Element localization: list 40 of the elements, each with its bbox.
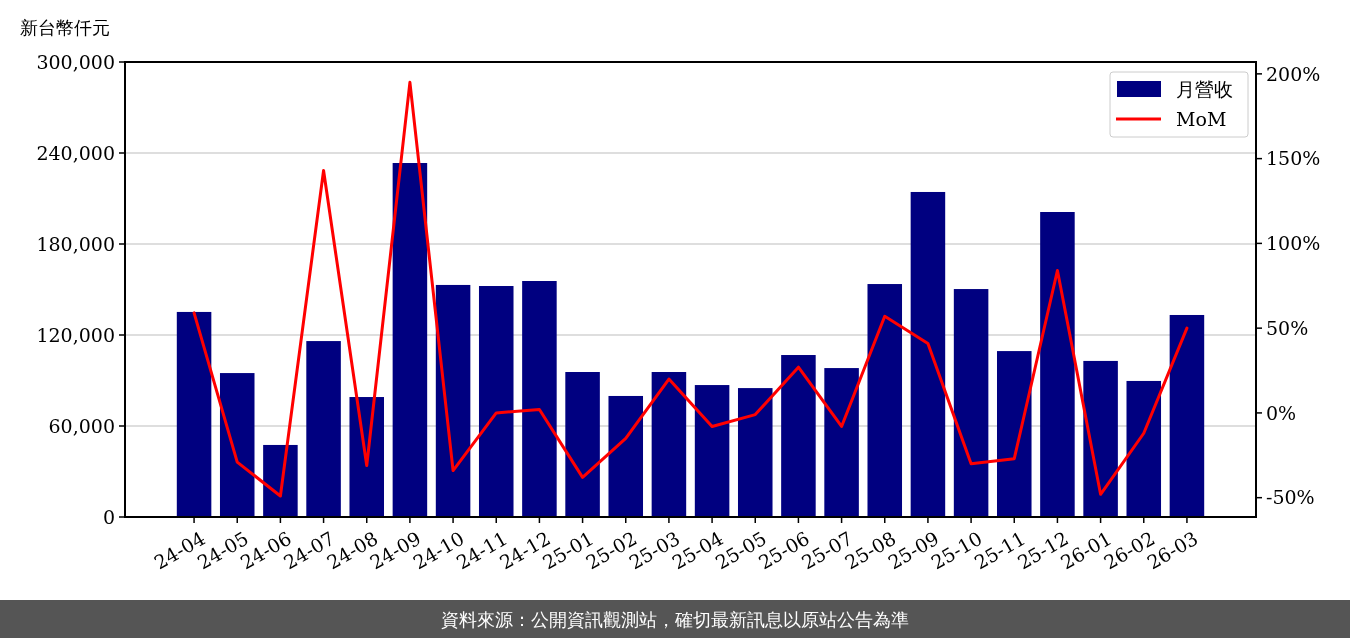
bar <box>392 163 428 517</box>
y2-tick-label: 100% <box>1266 232 1321 255</box>
bar <box>953 289 989 517</box>
bar <box>996 351 1032 517</box>
y-tick-label: 240,000 <box>36 141 115 164</box>
bar <box>781 355 816 517</box>
bar <box>435 284 471 517</box>
bar <box>694 385 730 517</box>
y-tick-label: 60,000 <box>48 414 115 437</box>
bar <box>737 388 773 517</box>
y2-tick-label: 200% <box>1266 62 1321 85</box>
y2-tick-label: 50% <box>1266 316 1309 339</box>
bar <box>478 286 514 517</box>
y2-tick-label: 0% <box>1266 401 1297 424</box>
bar <box>219 373 255 517</box>
bar <box>176 311 212 517</box>
bar <box>1169 314 1205 517</box>
bar <box>306 341 341 517</box>
bar <box>522 281 557 517</box>
bar <box>651 372 687 517</box>
y-axis-title: 新台幣仟元 <box>20 17 110 38</box>
bar <box>867 284 903 517</box>
source-note: 資料來源：公開資訊觀測站，確切最新訊息以原站公告為準 <box>441 609 909 631</box>
y-tick-label: 300,000 <box>36 50 115 73</box>
legend-label: MoM <box>1176 107 1227 130</box>
bar <box>263 444 298 517</box>
bar <box>608 395 644 517</box>
bar <box>1040 212 1075 517</box>
bar <box>824 368 859 517</box>
y-tick-label: 120,000 <box>36 323 115 346</box>
bar <box>910 191 946 517</box>
y-tick-label: 180,000 <box>36 232 115 255</box>
bar <box>1083 360 1118 517</box>
bar <box>1126 380 1162 517</box>
y-tick-label: 0 <box>102 505 115 528</box>
y2-tick-label: 150% <box>1266 147 1321 170</box>
bar <box>565 372 600 517</box>
legend-label: 月營收 <box>1176 77 1233 100</box>
y2-tick-label: -50% <box>1266 486 1315 509</box>
bar <box>349 397 385 517</box>
